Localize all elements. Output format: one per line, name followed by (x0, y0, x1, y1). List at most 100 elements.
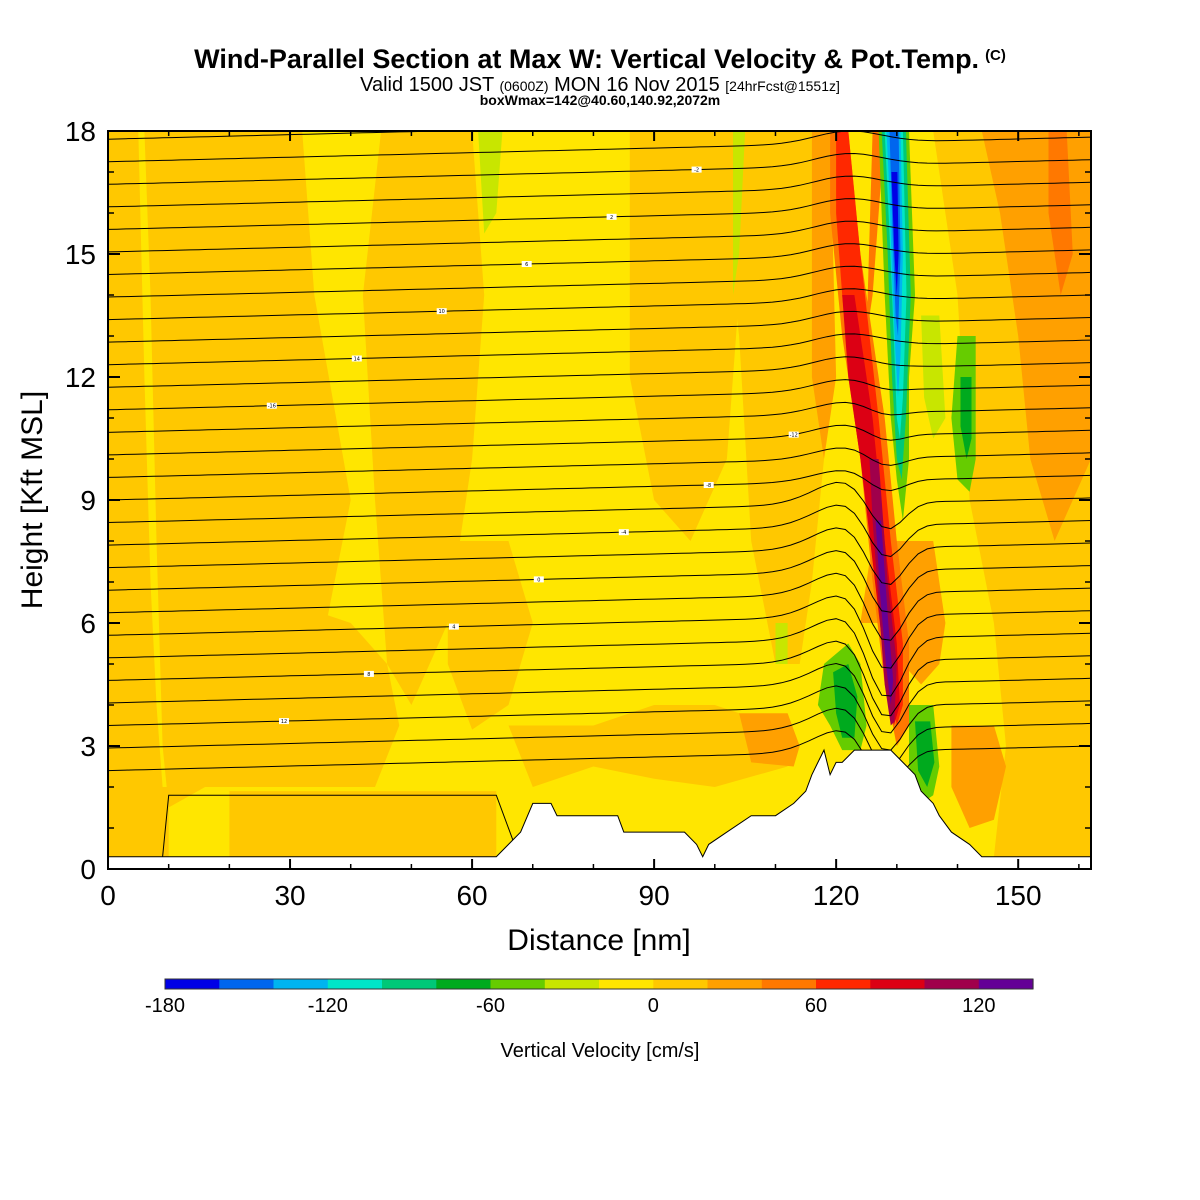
theta-contour-line (108, 730, 1091, 786)
y-tick-label: 6 (80, 608, 96, 639)
field-patch (108, 787, 169, 857)
theta-contour-line (108, 288, 1091, 321)
field-patch (960, 377, 972, 459)
field-patch (629, 131, 740, 541)
contour-label: -2 (691, 166, 702, 174)
contour-label: 12 (279, 718, 289, 725)
theta-contour-line (108, 481, 1091, 530)
x-tick-label: 150 (995, 880, 1042, 911)
theta-contour-line (108, 356, 1091, 388)
y-tick-label: 15 (65, 239, 96, 270)
contour-label: 10 (436, 308, 447, 315)
x-tick-label: 60 (456, 880, 487, 911)
field-patch (508, 705, 788, 787)
contour-label: 8 (363, 670, 374, 678)
field-patch (1048, 131, 1073, 295)
contour-label-text: 8 (367, 672, 370, 678)
colorbar-tick-label: 60 (805, 995, 827, 1017)
colorbar-swatch (436, 979, 492, 989)
terrain-outline (108, 748, 1091, 858)
theta-contour-line (108, 131, 1091, 163)
theta-contour-line (108, 401, 1091, 433)
colorbar-swatch (653, 979, 709, 989)
field-core-updraft (875, 520, 894, 705)
colorbar-swatch (978, 979, 1034, 989)
theta-contour-line (108, 707, 1091, 768)
colorbar-swatch (382, 979, 437, 989)
colorbar-swatch (924, 979, 980, 989)
theta-contours: 12 8 4 0 -4 -8 -12 -16 14 10 6 2 -2 (108, 131, 1091, 857)
field-patch (866, 131, 885, 336)
x-tick-label: 120 (813, 880, 860, 911)
theta-contour-line (108, 152, 1091, 185)
x-tick-label: 30 (274, 880, 305, 911)
x-axis-title: Distance [nm] (507, 924, 690, 957)
y-tick-label: 3 (80, 731, 96, 762)
theta-contour-line (108, 662, 1091, 734)
contour-label: 0 (533, 576, 544, 583)
colorbar-tick-label: -120 (308, 995, 348, 1017)
colorbar-swatch (707, 979, 763, 989)
colorbar-tick-label: 0 (648, 995, 659, 1017)
colorbar-swatch (165, 979, 220, 989)
theta-contour-line (108, 595, 1091, 669)
colorbar-swatch (490, 979, 546, 989)
contour-label-text: 2 (610, 215, 613, 221)
contour-label: 4 (448, 623, 459, 631)
theta-contour-line (108, 220, 1091, 253)
theta-contour-line (108, 333, 1091, 366)
field-patch (714, 131, 824, 664)
contour-label: 6 (521, 261, 532, 268)
colorbar-swatch (273, 979, 329, 989)
y-tick-label: 9 (80, 485, 96, 516)
contour-label-text: 10 (439, 309, 445, 315)
y-tick-label: 18 (65, 116, 96, 147)
colorbar-tick-label: -180 (145, 995, 185, 1017)
colorbar-swatch (816, 979, 871, 989)
colorbar-frame (164, 978, 1034, 990)
theta-contour-line (108, 131, 454, 140)
colorbar-swatch (219, 979, 275, 989)
theta-contour-line (108, 424, 1091, 456)
contour-label-text: -4 (621, 530, 626, 536)
field-patch (447, 541, 533, 730)
contour-label: -16 (266, 402, 277, 410)
theta-contour-line (108, 527, 1091, 585)
colorbar: -180 -120 -60 0 60 120 (145, 978, 1034, 1017)
field-patch (733, 131, 746, 295)
theta-contour-line (108, 640, 1091, 717)
y-tick-label: 12 (65, 362, 96, 393)
colorbar-swatch (327, 979, 383, 989)
contour-label: -12 (788, 431, 799, 439)
theta-contour-line (108, 243, 1091, 275)
contour-label-text: -8 (706, 483, 711, 489)
contour-label-text: 4 (452, 625, 455, 631)
theta-contour-line (108, 265, 1091, 298)
contour-label-text: -12 (790, 433, 798, 439)
theta-contour-line (108, 685, 1091, 751)
terrain-mask (108, 748, 1091, 869)
colorbar-swatch (870, 979, 926, 989)
colorbar-swatch (544, 979, 600, 989)
colorbar-swatch (761, 979, 817, 989)
theta-contour-line (108, 504, 1091, 558)
field-patch (921, 315, 946, 439)
field-patch (478, 131, 503, 234)
contour-label: 2 (606, 213, 617, 221)
theta-contour-line (108, 470, 1091, 501)
field-patch (775, 623, 788, 664)
theta-contour-line (162, 794, 515, 857)
contour-label: 14 (351, 355, 362, 363)
field-patch (811, 131, 837, 459)
theta-contour-line (108, 198, 1091, 230)
y-tick-label: 0 (80, 854, 96, 885)
contour-label: -4 (618, 529, 629, 536)
axes: 0 30 60 90 120 150 0 3 6 9 12 15 18 (65, 116, 1091, 911)
theta-contour-line (108, 175, 1091, 208)
theta-contour-line (108, 310, 1091, 343)
x-tick-label: 90 (639, 880, 670, 911)
y-axis-title: Height [Kft MSL] (16, 391, 49, 609)
colorbar-tick-label: -60 (476, 995, 505, 1017)
colorbar-tick-label: 120 (962, 995, 995, 1017)
